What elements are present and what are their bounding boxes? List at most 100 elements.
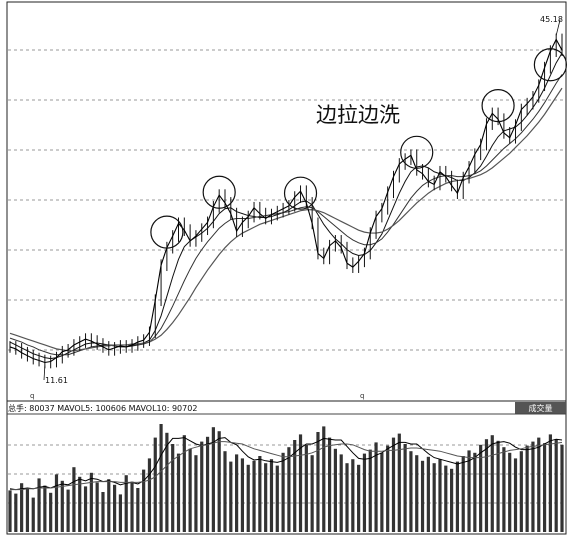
- mavol10-line: [10, 441, 563, 491]
- volume-bar: [205, 436, 210, 532]
- volume-bar: [554, 439, 558, 532]
- volume-bar: [182, 435, 186, 532]
- volume-bar: [252, 460, 256, 532]
- volume-bar: [159, 424, 163, 532]
- volume-bar: [420, 460, 425, 532]
- volume-bar: [351, 459, 355, 532]
- volume-bar: [316, 432, 320, 532]
- volume-tab[interactable]: [515, 402, 566, 414]
- volume-bar: [438, 459, 442, 532]
- volume-bar: [113, 484, 117, 532]
- volume-bar: [508, 452, 512, 532]
- volume-bar: [496, 440, 500, 532]
- volume-bar: [426, 456, 430, 532]
- low-price-label: 11.61: [45, 376, 68, 385]
- price-ma-line-3: [9, 87, 563, 352]
- volume-bar: [345, 463, 349, 532]
- volume-bar: [89, 472, 93, 532]
- volume-bar: [142, 469, 146, 532]
- high-price-pointer: [555, 19, 561, 36]
- volume-bar: [298, 434, 303, 532]
- volume-bar: [229, 461, 233, 532]
- volume-bar: [258, 456, 262, 532]
- volume-bar: [409, 451, 413, 532]
- volume-bar: [362, 453, 367, 532]
- volume-bar: [455, 461, 460, 532]
- volume-bar: [374, 442, 378, 532]
- volume-bar: [188, 448, 192, 532]
- volume-bar: [31, 497, 35, 532]
- volume-bar: [20, 483, 24, 532]
- highlight-circle: [400, 135, 434, 169]
- volume-bar: [368, 449, 372, 532]
- volume-bar: [502, 447, 506, 532]
- high-price-label: 45.18: [540, 15, 563, 24]
- volume-bar: [78, 476, 82, 532]
- volume-bar: [240, 458, 245, 532]
- volume-bar: [107, 479, 111, 532]
- volume-bar: [450, 468, 454, 532]
- q-label-mid: q: [360, 392, 364, 400]
- volume-bar: [83, 486, 88, 532]
- volume-bar: [310, 455, 314, 532]
- volume-bar: [432, 463, 436, 532]
- volume-bar: [397, 433, 401, 532]
- chart-title: 边拉边洗: [316, 103, 400, 127]
- volume-bar: [531, 441, 535, 532]
- volume-bar: [542, 443, 547, 532]
- volume-bar: [269, 459, 274, 532]
- volume-bar: [200, 441, 204, 532]
- volume-bar: [275, 465, 279, 532]
- volume-bar: [304, 444, 308, 532]
- volume-bar: [165, 432, 169, 532]
- volume-bar: [525, 445, 529, 532]
- low-price-pointer: [43, 365, 46, 381]
- volume-bar: [130, 481, 134, 532]
- highlight-circle: [533, 48, 567, 82]
- volume-bar: [60, 480, 64, 532]
- volume-bar: [25, 488, 30, 532]
- volume-bar: [66, 489, 70, 532]
- volume-bar: [281, 452, 285, 532]
- volume-tab-label: 成交量: [529, 403, 553, 413]
- volume-bar: [391, 437, 396, 532]
- volume-bar: [8, 490, 12, 532]
- volume-bar: [484, 439, 489, 532]
- volume-bar: [101, 492, 105, 532]
- volume-bar: [37, 478, 41, 532]
- volume-bar: [380, 452, 384, 532]
- volume-bar: [14, 493, 18, 532]
- volume-bar: [124, 475, 128, 532]
- volume-bar: [357, 464, 361, 532]
- volume-bar: [467, 450, 471, 532]
- volume-bar: [147, 458, 152, 532]
- volume-bar: [235, 454, 239, 532]
- volume-bar: [519, 451, 523, 532]
- highlight-circle: [150, 215, 184, 249]
- volume-bar: [118, 494, 122, 532]
- volume-bar: [473, 452, 477, 532]
- volume-bar: [548, 434, 552, 532]
- volume-bar: [479, 444, 483, 532]
- volume-bar: [513, 458, 518, 532]
- highlight-circle: [202, 175, 236, 209]
- price-close-line: [9, 38, 563, 364]
- volume-bar: [176, 453, 181, 532]
- volume-bar: [537, 437, 541, 532]
- chart-frame: [6, 1, 567, 535]
- q-label-left: q: [30, 392, 34, 400]
- volume-bar: [287, 447, 291, 532]
- volume-grid: [8, 444, 566, 504]
- price-grid: [8, 49, 566, 351]
- price-ma-line-1: [9, 52, 563, 360]
- volume-bar: [136, 488, 140, 532]
- price-panel: [9, 19, 567, 381]
- volume-bar: [415, 455, 419, 532]
- volume-bar: [153, 437, 157, 532]
- volume-bar: [217, 431, 221, 532]
- volume-bar: [461, 456, 465, 532]
- highlight-circle: [283, 176, 318, 210]
- volume-bar: [403, 444, 407, 532]
- volume-bar: [327, 437, 332, 532]
